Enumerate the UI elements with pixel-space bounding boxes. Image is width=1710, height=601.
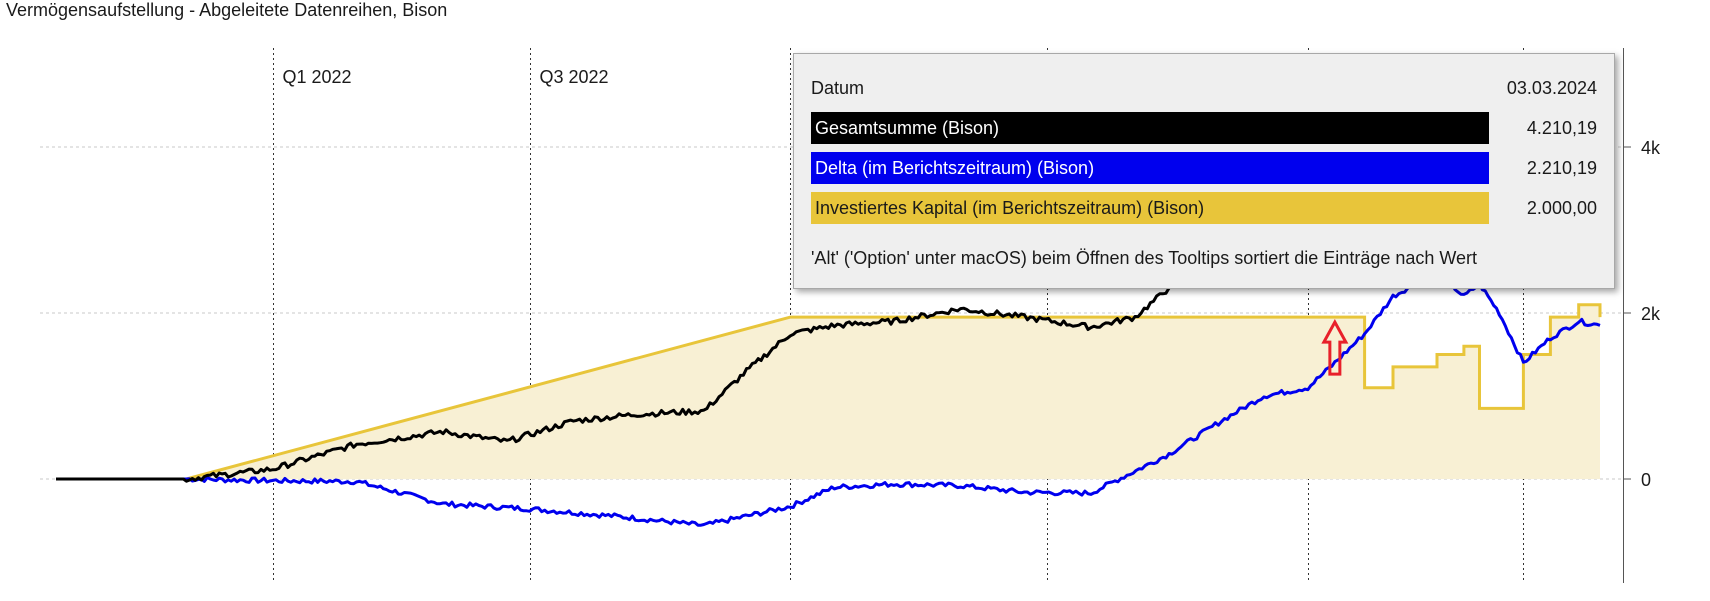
series-line-gesamt	[56, 287, 1171, 483]
x-tick-label: Q3 2022	[540, 67, 609, 87]
data-tooltip: Datum 03.03.2024 Gesamtsumme (Bison) 4.2…	[793, 53, 1615, 289]
tooltip-row-label: Gesamtsumme (Bison)	[811, 112, 1489, 144]
x-tick-label: Q1 2022	[283, 67, 352, 87]
tooltip-hint: 'Alt' ('Option' unter macOS) beim Öffnen…	[811, 248, 1478, 268]
tooltip-row-gesamtsumme: Gesamtsumme (Bison) 4.210,19	[811, 112, 1597, 144]
window-title: Vermögensaufstellung - Abgeleitete Daten…	[6, 0, 448, 20]
y-tick-label: 0	[1641, 470, 1651, 490]
kapital-area	[56, 304, 1600, 479]
marker-layer	[1321, 319, 1349, 376]
tooltip-date-row: Datum 03.03.2024	[811, 72, 1597, 104]
tooltip-row-label: Investiertes Kapital (im Berichtszeitrau…	[811, 192, 1489, 224]
series-line-kapital	[56, 303, 1602, 481]
series-layer	[56, 269, 1602, 527]
tooltip-date-label: Datum	[811, 78, 865, 98]
y-tick-label: 2k	[1641, 304, 1661, 324]
series-line-delta	[56, 269, 1601, 527]
tooltip-row-label: Delta (im Berichtszeitraum) (Bison)	[811, 152, 1489, 184]
tooltip-row-value: 4.210,19	[1526, 118, 1597, 138]
tooltip-date-value: 03.03.2024	[1506, 78, 1597, 98]
up-arrow-icon	[1321, 319, 1349, 376]
tooltip-row-delta: Delta (im Berichtszeitraum) (Bison) 2.21…	[811, 152, 1597, 184]
grid-layer	[40, 48, 1623, 583]
tooltip-row-value: 2.000,00	[1526, 198, 1597, 218]
tooltip-row-value: 2.210,19	[1526, 158, 1597, 178]
tooltip-row-kapital: Investiertes Kapital (im Berichtszeitrau…	[811, 192, 1597, 224]
fill-layer	[56, 304, 1600, 479]
y-tick-label: 4k	[1641, 138, 1661, 158]
